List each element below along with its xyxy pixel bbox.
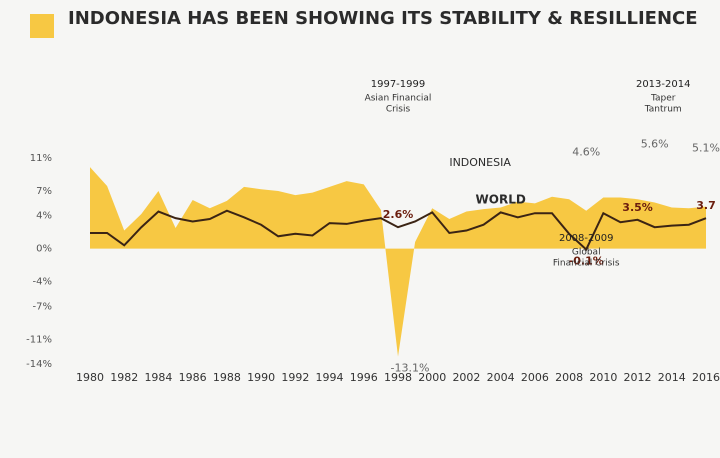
x-tick-label: 1996 <box>350 371 378 384</box>
x-tick-label: 1998 <box>384 371 412 384</box>
data-label: -13.1% <box>391 362 430 375</box>
x-tick-label: 2014 <box>658 371 686 384</box>
data-label: -0.1% <box>569 254 604 267</box>
data-label: 3.7 <box>696 199 716 212</box>
series-label: WORLD <box>476 193 526 207</box>
annotation-title: 2013-2014 <box>636 79 691 90</box>
y-tick-label: -4% <box>33 277 52 288</box>
x-tick-label: 1992 <box>281 371 309 384</box>
x-tick-label: 1984 <box>144 371 172 384</box>
world-line <box>90 209 707 252</box>
annotation-text: Financial Crisis <box>553 259 620 269</box>
data-label: 2.6% <box>383 208 414 221</box>
x-tick-label: 2002 <box>452 371 480 384</box>
x-tick-label: 1980 <box>76 371 104 384</box>
title-marker <box>30 14 54 38</box>
x-tick-label: 1982 <box>110 371 138 384</box>
y-tick-label: 11% <box>30 153 52 164</box>
annotation-text: Global <box>572 248 601 258</box>
y-tick-label: 4% <box>36 211 52 222</box>
annotation-text: Taper <box>650 94 676 104</box>
data-label: 5.6% <box>641 137 669 150</box>
x-tick-label: 2008 <box>555 371 583 384</box>
chart-title: INDONESIA HAS BEEN SHOWING ITS STABILITY… <box>68 8 698 29</box>
x-tick-label: 1990 <box>247 371 275 384</box>
x-tick-label: 1994 <box>316 371 344 384</box>
annotation-title: 1997-1999 <box>371 79 426 90</box>
y-tick-label: 7% <box>36 186 52 197</box>
annotation-text: Asian Financial <box>365 94 432 104</box>
x-tick-label: 2000 <box>418 371 446 384</box>
y-tick-label: 0% <box>36 244 52 255</box>
annotation-text: Crisis <box>386 105 411 115</box>
annotation-text: Tantrum <box>644 105 682 115</box>
data-label: 4.6% <box>572 146 600 159</box>
x-tick-label: 2004 <box>487 371 515 384</box>
x-tick-label: 1986 <box>179 371 207 384</box>
data-label: 5.1% <box>692 142 720 155</box>
x-tick-label: 2006 <box>521 371 549 384</box>
x-tick-label: 1988 <box>213 371 241 384</box>
x-tick-label: 2012 <box>624 371 652 384</box>
y-tick-label: -14% <box>26 359 52 370</box>
x-tick-label: 2010 <box>589 371 617 384</box>
data-label: 3.5% <box>622 201 653 214</box>
series-label: INDONESIA <box>449 156 511 169</box>
x-tick-label: 2016 <box>692 371 720 384</box>
y-tick-label: -7% <box>33 301 52 312</box>
annotation-title: 2008-2009 <box>559 233 614 244</box>
y-tick-label: -11% <box>26 334 52 345</box>
